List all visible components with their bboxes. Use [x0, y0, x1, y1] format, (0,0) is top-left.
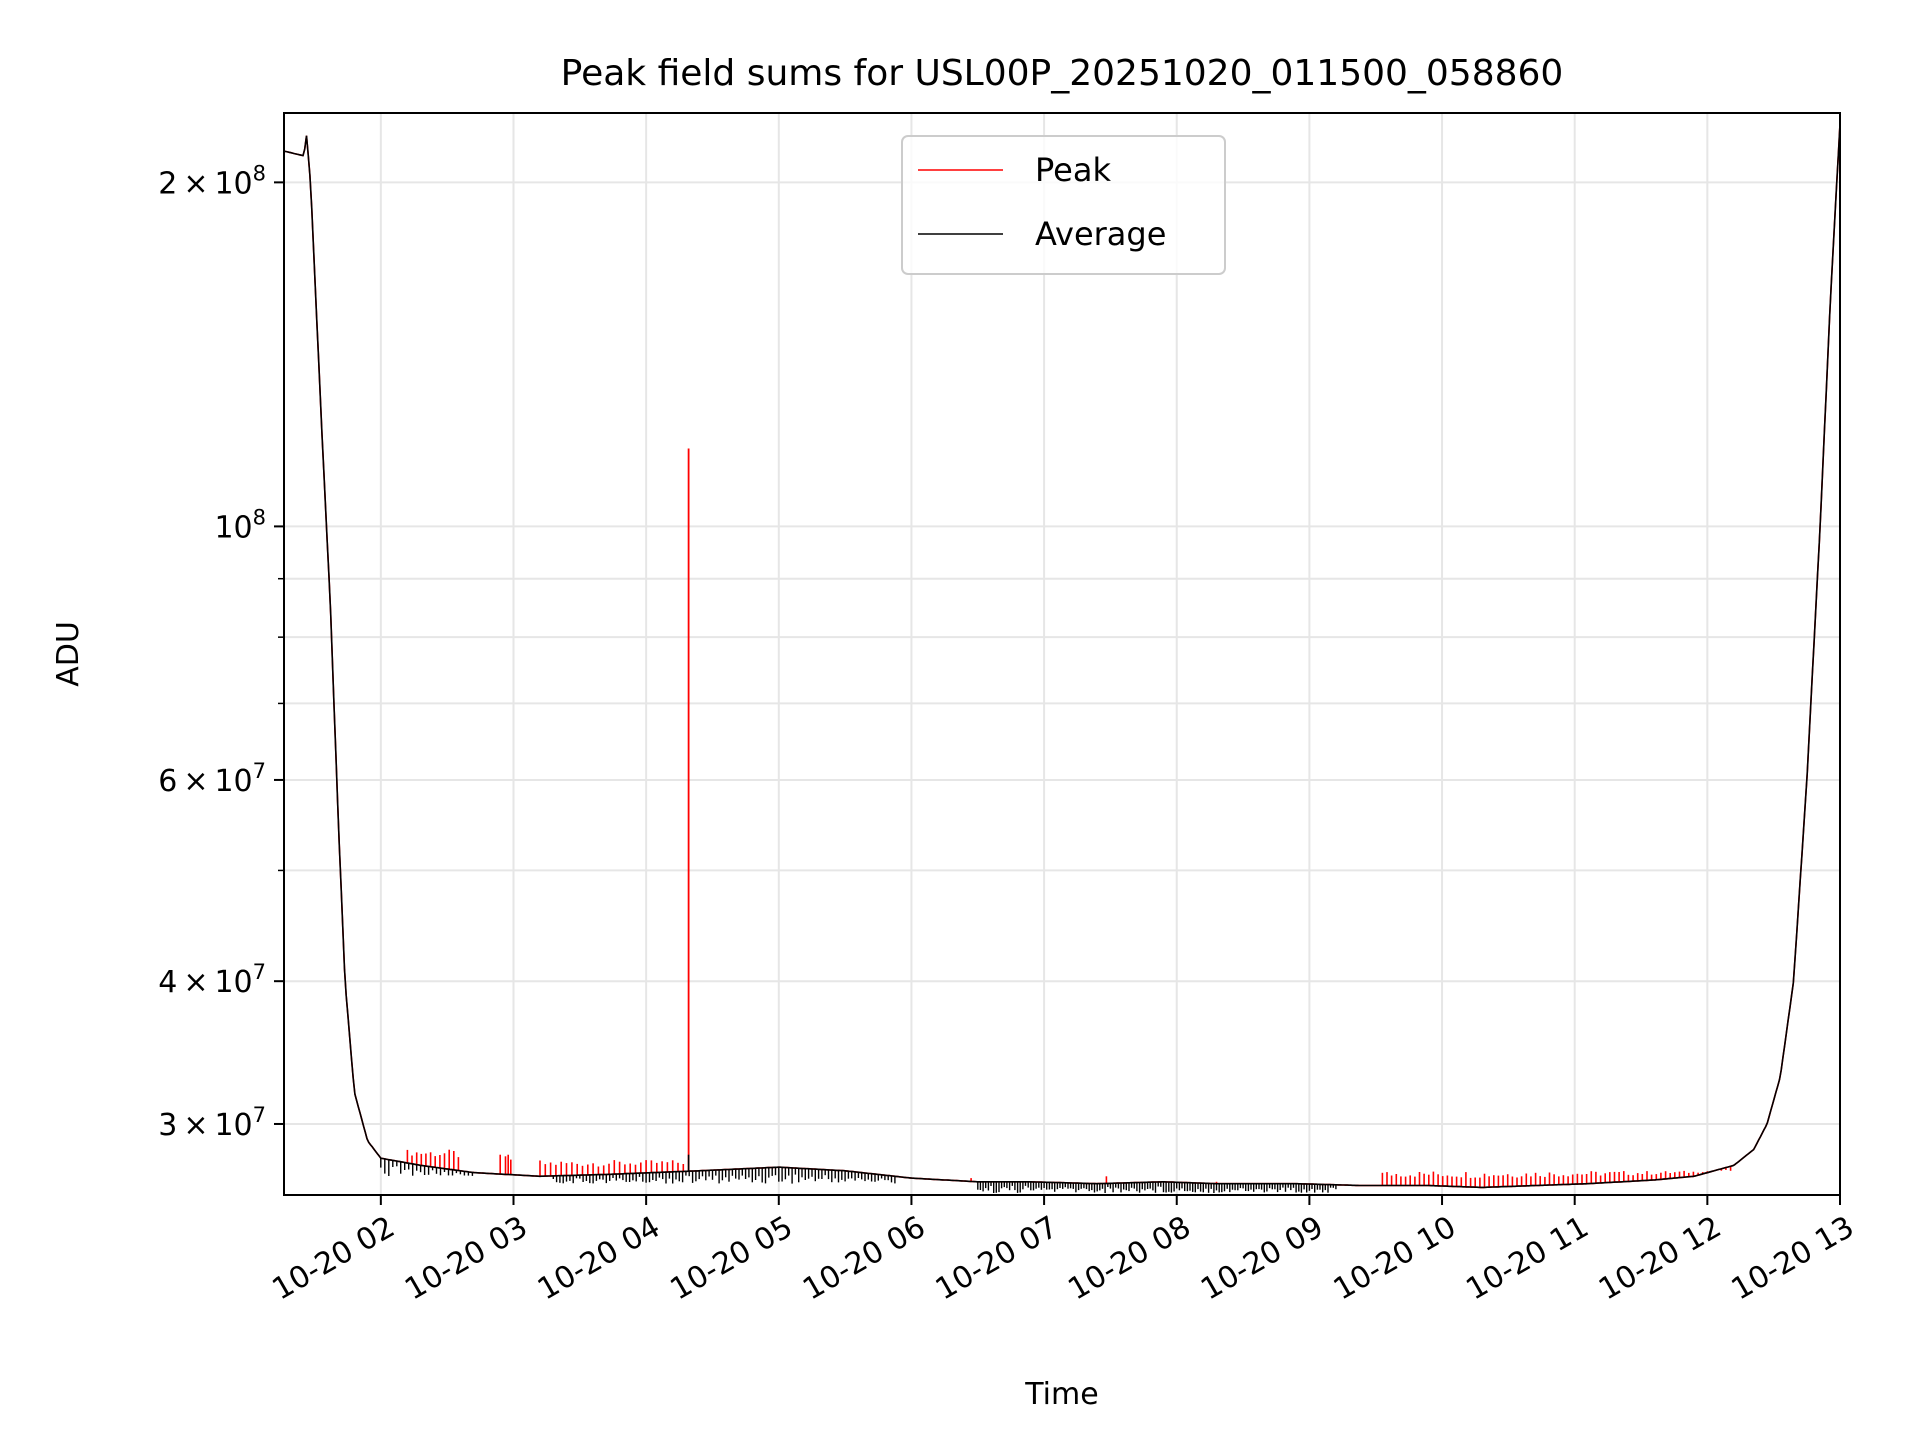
y-tick-label: 6 × 107 [158, 759, 266, 799]
legend-label-average: Average [1035, 215, 1166, 253]
plot-area [283, 123, 1841, 1193]
y-tick-label: 2 × 108 [158, 161, 266, 201]
y-tick-exponent: 7 [253, 759, 266, 783]
y-tick-mantissa: 4 [158, 965, 177, 1000]
y-tick-label: 108 [214, 505, 266, 545]
y-tick-exponent: 8 [253, 505, 266, 529]
y-tick-label: 4 × 107 [158, 960, 266, 1000]
y-tick-exponent: 7 [253, 960, 266, 984]
y-tick-mantissa: 3 [158, 1108, 177, 1143]
grid [284, 113, 1841, 1195]
y-tick-exponent: 7 [253, 1103, 266, 1127]
legend: Peak Average [901, 135, 1226, 275]
y-axis-label: ADU [51, 621, 86, 687]
axes-frame [283, 112, 1841, 1196]
y-tick-mantissa: 2 [158, 166, 177, 201]
y-tick-mantissa: 6 [158, 764, 177, 799]
chart-title: Peak field sums for USL00P_20251020_0115… [561, 53, 1564, 94]
legend-label-peak: Peak [1035, 151, 1111, 189]
y-tick-label: 3 × 107 [158, 1103, 266, 1143]
x-axis-label: Time [1024, 1377, 1098, 1412]
y-tick-exponent: 8 [253, 161, 266, 185]
y-axis-ticks: 3 × 107 4 × 107 6 × 107 108 2 × 108 [158, 161, 284, 1143]
